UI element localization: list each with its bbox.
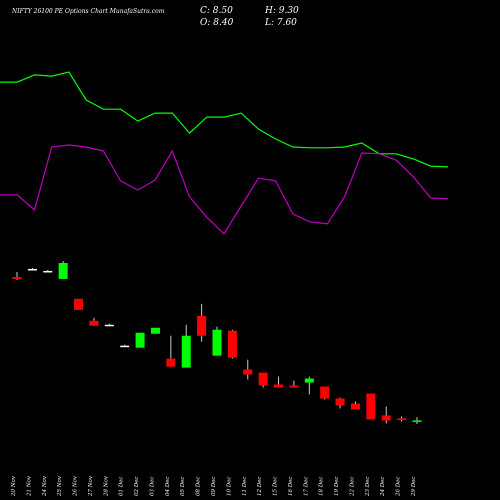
x-tick-label: 20 Nov <box>11 475 17 497</box>
x-tick-label: 16 Dec <box>288 477 294 497</box>
candle-body <box>58 262 68 279</box>
x-tick-label: 15 Dec <box>273 477 279 497</box>
x-tick-label: 11 Dec <box>242 477 248 497</box>
x-tick-label: 26 Dec <box>396 477 402 498</box>
x-tick-label: 24 Dec <box>380 477 386 498</box>
candle-body <box>212 329 222 356</box>
summary-open: O: 8.40 <box>200 18 234 28</box>
candle-body <box>289 385 299 388</box>
candle-body <box>227 330 237 358</box>
x-tick-label: 05 Dec <box>180 477 186 497</box>
x-tick-label: 12 Dec <box>257 477 263 497</box>
x-tick-label: 29 Dec <box>411 477 417 498</box>
candle-body <box>243 369 253 375</box>
indicator-line <box>0 144 449 235</box>
candle-body <box>274 384 284 388</box>
summary-low: L: 7.60 <box>264 18 297 28</box>
candle-body <box>120 345 130 348</box>
x-tick-label: 21 Nov <box>26 475 32 497</box>
x-tick-label: 25 Nov <box>57 475 63 497</box>
candle-body <box>366 393 376 420</box>
x-tick-label: 03 Dec <box>149 477 155 497</box>
x-tick-label: 22 Dec <box>349 477 355 498</box>
candle-body <box>320 386 330 399</box>
summary-close: C: 8.50 <box>200 6 233 16</box>
candle-body <box>43 270 53 273</box>
x-tick-label: 19 Dec <box>334 477 340 497</box>
x-tick-label: 28 Nov <box>103 475 109 497</box>
indicator-line <box>0 71 449 168</box>
candle-body <box>27 268 37 271</box>
candle-body <box>150 327 160 334</box>
candle-body <box>197 315 207 336</box>
x-tick-label: 02 Dec <box>134 477 140 497</box>
x-tick-label: 27 Nov <box>88 475 94 497</box>
candle-body <box>381 415 391 421</box>
summary-high: H: 9.30 <box>264 6 299 16</box>
candle-body <box>412 420 422 422</box>
x-tick-label: 17 Dec <box>303 477 309 497</box>
candle-body <box>258 372 268 386</box>
candle-body <box>397 418 407 421</box>
candle-body <box>74 298 84 310</box>
x-tick-label: 01 Dec <box>119 477 125 497</box>
candle-body <box>181 335 191 368</box>
x-tick-label: 24 Nov <box>42 475 48 497</box>
candle-body <box>335 398 345 406</box>
candle-body <box>104 324 114 327</box>
candle-body <box>304 378 314 383</box>
candle-body <box>12 276 22 279</box>
chart-title: NIFTY 26100 PE Options Chart MunafaSutra… <box>11 8 165 15</box>
candle-body <box>166 358 176 367</box>
x-tick-label: 10 Dec <box>226 477 232 497</box>
x-tick-label: 26 Nov <box>73 475 79 497</box>
x-tick-label: 09 Dec <box>211 477 217 497</box>
x-tick-label: 08 Dec <box>196 477 202 497</box>
x-tick-label: 18 Dec <box>319 477 325 497</box>
x-tick-label: 23 Dec <box>365 477 371 498</box>
x-tick-label: 04 Dec <box>165 477 171 497</box>
candle-body <box>89 320 99 326</box>
candle-body <box>350 403 360 410</box>
candle-body <box>135 332 145 348</box>
